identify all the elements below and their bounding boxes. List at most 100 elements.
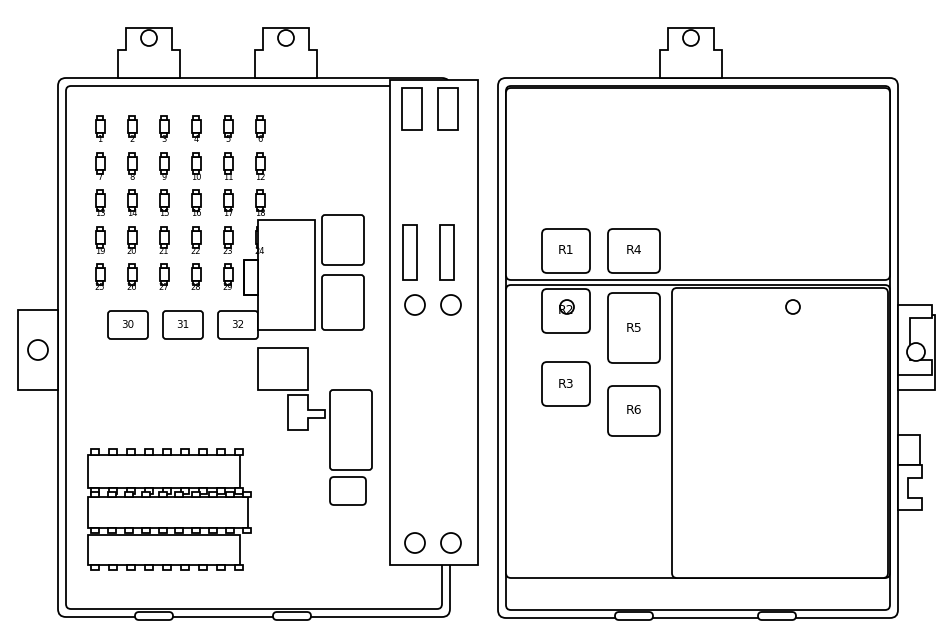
Bar — [440, 225, 454, 280]
Text: 3: 3 — [162, 135, 166, 144]
Polygon shape — [244, 260, 258, 295]
Bar — [160, 230, 168, 244]
FancyBboxPatch shape — [542, 229, 590, 273]
Bar — [129, 116, 135, 120]
Bar — [192, 230, 200, 244]
Bar — [108, 528, 116, 533]
Bar — [142, 528, 150, 533]
Polygon shape — [898, 305, 932, 375]
Text: 14: 14 — [126, 209, 137, 219]
Bar — [160, 193, 168, 207]
Text: 15: 15 — [159, 209, 169, 219]
Bar — [235, 449, 243, 455]
FancyBboxPatch shape — [608, 293, 660, 363]
Bar — [161, 116, 167, 120]
Text: R5: R5 — [626, 322, 642, 335]
Bar — [181, 565, 189, 570]
Bar — [235, 565, 243, 570]
Bar — [161, 207, 167, 211]
Bar — [96, 230, 104, 244]
FancyBboxPatch shape — [608, 386, 660, 436]
Bar — [193, 116, 199, 120]
Bar — [124, 492, 133, 497]
Bar — [257, 226, 263, 230]
Bar — [225, 207, 231, 211]
Bar — [160, 156, 168, 170]
Circle shape — [560, 300, 574, 314]
Circle shape — [405, 295, 425, 315]
Text: 2: 2 — [129, 135, 135, 144]
Text: R4: R4 — [626, 244, 642, 258]
Bar — [109, 449, 117, 455]
Bar — [225, 132, 231, 137]
Circle shape — [907, 343, 925, 361]
Bar — [127, 268, 137, 280]
FancyBboxPatch shape — [330, 390, 372, 470]
Bar — [225, 190, 231, 193]
Text: 21: 21 — [159, 247, 169, 256]
Bar — [161, 280, 167, 284]
FancyBboxPatch shape — [66, 86, 442, 609]
Bar — [181, 488, 189, 494]
Bar — [91, 449, 99, 455]
Circle shape — [405, 533, 425, 553]
Bar — [223, 156, 233, 170]
Bar — [225, 244, 231, 247]
Bar — [256, 230, 264, 244]
Text: 27: 27 — [159, 284, 169, 293]
Bar — [97, 132, 103, 137]
Text: 24: 24 — [255, 247, 265, 256]
Polygon shape — [390, 80, 478, 565]
Bar — [142, 492, 150, 497]
Bar — [127, 449, 135, 455]
Bar — [225, 280, 231, 284]
Bar — [223, 230, 233, 244]
Text: 28: 28 — [191, 284, 201, 293]
Bar — [88, 497, 248, 528]
Bar — [161, 244, 167, 247]
Bar — [96, 268, 104, 280]
Text: 9: 9 — [162, 172, 166, 181]
Bar — [109, 488, 117, 494]
Bar — [129, 170, 135, 174]
Bar — [176, 492, 183, 497]
Text: 17: 17 — [222, 209, 234, 219]
Bar — [192, 156, 200, 170]
Bar — [225, 153, 231, 156]
Bar — [109, 565, 117, 570]
Bar — [160, 268, 168, 280]
Bar — [193, 226, 199, 230]
Circle shape — [683, 30, 699, 46]
Bar — [256, 156, 264, 170]
Bar — [127, 156, 137, 170]
Bar — [161, 190, 167, 193]
Text: 12: 12 — [255, 172, 265, 181]
Bar — [97, 207, 103, 211]
Bar — [217, 449, 225, 455]
Bar — [235, 488, 243, 494]
Bar — [257, 244, 263, 247]
FancyBboxPatch shape — [218, 311, 258, 339]
Bar — [176, 528, 183, 533]
Bar — [161, 263, 167, 268]
Polygon shape — [118, 28, 180, 78]
Bar — [88, 455, 240, 488]
Bar — [129, 263, 135, 268]
Circle shape — [786, 300, 800, 314]
Bar — [199, 565, 207, 570]
FancyBboxPatch shape — [135, 612, 173, 620]
Bar — [97, 190, 103, 193]
Text: 32: 32 — [232, 320, 245, 330]
Bar — [898, 435, 920, 465]
Text: 10: 10 — [191, 172, 201, 181]
FancyBboxPatch shape — [542, 362, 590, 406]
Text: 22: 22 — [191, 247, 201, 256]
Bar — [192, 268, 200, 280]
Text: 25: 25 — [95, 284, 105, 293]
Text: 26: 26 — [126, 284, 138, 293]
Bar — [225, 226, 231, 230]
Bar — [96, 156, 104, 170]
FancyBboxPatch shape — [498, 78, 898, 618]
Bar — [97, 280, 103, 284]
Bar — [243, 492, 251, 497]
